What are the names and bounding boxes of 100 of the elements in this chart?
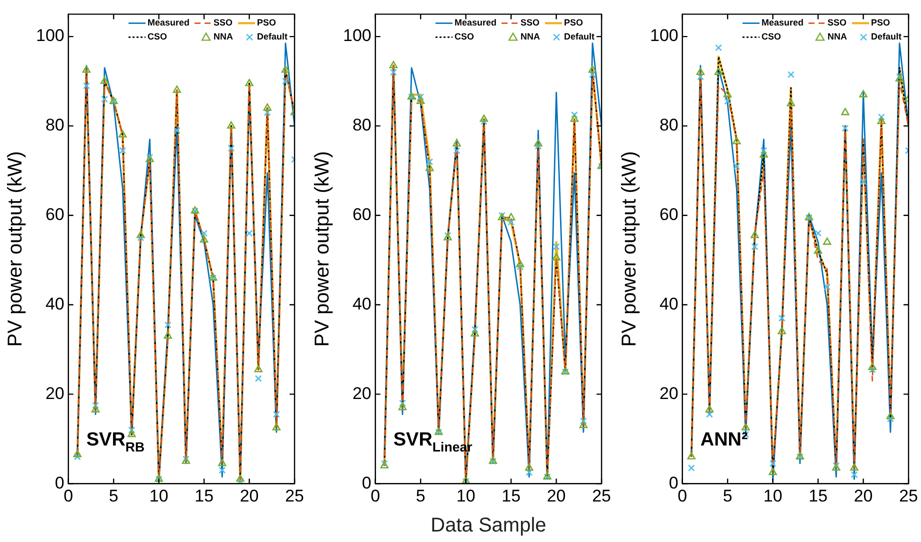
point [264,109,271,116]
point [228,144,235,152]
point [282,78,289,85]
point [706,410,713,418]
y-tick-label: 40 [45,294,64,314]
legend-label: NNA [828,32,848,42]
point [724,98,732,105]
x-tick-label: 25 [899,486,918,506]
x-tick-label: 10 [149,486,168,506]
x-tick-label: 10 [763,486,782,506]
point [470,329,479,336]
point [823,238,832,245]
point [588,65,597,73]
y-tick-label: 60 [659,205,678,224]
point [886,412,895,420]
point [426,158,434,166]
point [137,234,144,242]
y-axis-title: PV power output (kW) [618,151,641,347]
point [516,263,524,270]
legend-label: CSO [454,32,474,42]
x-tick-label: 15 [502,486,521,506]
point [778,314,786,322]
point [751,243,758,250]
y-tick-label: 20 [45,384,64,403]
x-tick-label: 5 [722,486,732,506]
annotation: ANN² [700,430,748,451]
point [92,402,99,409]
point [732,136,741,144]
point [570,111,578,118]
point [868,362,876,370]
legend-label: SSO [520,18,540,28]
point [688,464,695,472]
point [100,76,109,84]
y-tick-label: 80 [659,116,678,135]
point [570,114,579,122]
point [842,124,849,132]
point [200,230,208,237]
point [480,114,488,122]
point [850,463,858,471]
point [272,423,281,430]
legend-label: SSO [828,18,847,28]
point [516,260,524,268]
point [172,86,182,93]
point [552,253,560,260]
point [552,243,560,250]
point [254,375,262,382]
x-tick-label: 15 [194,486,214,506]
point [453,147,460,154]
point [136,230,145,238]
y-tick-label: 60 [352,205,372,224]
point [760,150,768,158]
point [452,139,461,146]
point [508,218,515,226]
point [705,405,714,412]
point [715,44,722,52]
y-tick-label: 80 [45,116,64,135]
point [272,410,280,418]
point [787,71,794,78]
legend-label: SSO [214,18,233,28]
point [399,400,406,407]
x-tick-label: 25 [285,486,304,506]
x-tick-label: 15 [808,486,828,506]
point [696,68,705,75]
legend-label: Measured [454,18,497,28]
point [786,98,796,106]
point [525,463,534,471]
point [814,246,822,254]
point [696,73,704,80]
point [164,331,172,339]
point [398,402,407,410]
y-axis-title: PV power output (kW) [312,151,334,347]
point [579,420,588,428]
point [877,116,886,124]
legend-label: Measured [762,18,804,28]
point [281,65,290,73]
x-tick-label: 20 [854,486,873,506]
x-tick-label: 25 [592,486,612,506]
point [868,366,876,374]
legend-label: PSO [564,18,584,28]
point [769,460,776,467]
legend-label: PSO [257,18,276,28]
y-tick-label: 20 [659,384,678,403]
point [118,130,127,138]
point [218,466,226,474]
legend-label: CSO [762,32,782,42]
point [263,103,272,111]
point [246,230,253,237]
point [416,96,425,104]
point [859,90,868,98]
legend-label: Default [871,32,902,42]
legend-label: NNA [214,32,234,42]
point [687,452,696,460]
point [480,118,488,125]
point [164,321,172,328]
point [227,121,236,129]
point [860,178,867,186]
legend-label: NNA [520,32,541,42]
y-tick-label: 60 [45,205,64,224]
point [742,423,750,430]
y-tick-label: 100 [342,26,372,46]
